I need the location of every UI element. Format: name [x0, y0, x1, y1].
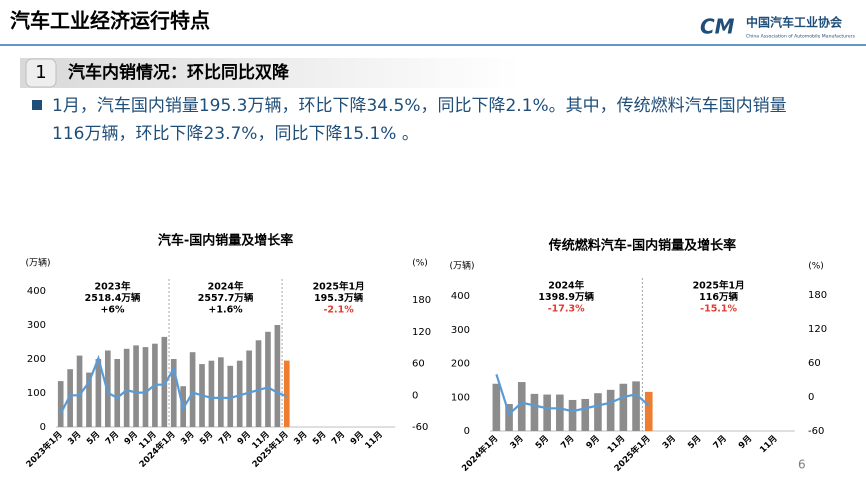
y-tick-label: 300	[451, 325, 470, 336]
section-badge	[25, 58, 57, 88]
y-tick-label: 300	[27, 320, 46, 331]
annotation: 2518.4万辆	[85, 292, 141, 304]
y2-tick-label: 180	[808, 290, 827, 301]
y2-tick-label: 60	[412, 359, 425, 370]
bar	[581, 398, 590, 431]
logo-mark: CM	[700, 15, 735, 39]
annotation: -15.1%	[700, 304, 737, 315]
bar	[246, 350, 252, 427]
bar	[594, 393, 602, 431]
annotation: 2024年	[548, 280, 584, 292]
bar	[644, 391, 653, 431]
y-tick-label: 0	[464, 426, 470, 437]
bar	[142, 347, 149, 427]
bar	[227, 365, 234, 427]
logo-cn: 中国汽车工业协会	[746, 15, 843, 30]
bar	[530, 393, 539, 431]
y2-tick-label: 120	[412, 327, 431, 338]
page-number: 6	[798, 458, 806, 472]
y2-tick-label: 120	[808, 324, 827, 335]
slide-title: 汽车工业经济运行特点	[10, 9, 210, 33]
y2-unit: (%)	[808, 262, 824, 272]
bar	[218, 357, 224, 427]
bar	[632, 381, 640, 431]
annotation: 2025年1月	[693, 280, 745, 292]
bar	[161, 336, 168, 427]
bar	[67, 369, 73, 427]
bar	[505, 404, 513, 431]
charts: 汽车-国内销量及增长率(万辆) (%)0100200300400-60060120…	[24, 233, 827, 474]
annotation: -2.1%	[323, 305, 354, 316]
bullet-text: 1月，汽车国内销量195.3万辆，环比下降34.5%，同比下降2.1%。其中，传…	[52, 96, 787, 116]
bar	[283, 360, 290, 427]
y2-tick-label: 180	[412, 295, 431, 306]
annotation: 195.3万辆	[314, 292, 364, 304]
section-heading: 汽车内销情况：环比同比双降	[68, 62, 290, 83]
y-tick-label: 0	[40, 422, 46, 433]
y2-tick-label: -60	[808, 426, 824, 437]
bar	[543, 394, 551, 431]
bar	[492, 383, 501, 431]
y2-tick-label: 60	[808, 358, 821, 369]
bullet-text: 116万辆，环比下降23.7%，同比下降15.1% 。	[52, 124, 419, 144]
annotation: 2025年1月	[313, 281, 365, 293]
bar	[86, 372, 92, 427]
bar	[95, 359, 102, 427]
bar	[189, 352, 196, 427]
y-tick-label: 200	[27, 354, 46, 365]
bar	[170, 359, 177, 427]
annotation: -17.3%	[548, 304, 585, 315]
chart-title: 汽车-国内销量及增长率	[158, 233, 293, 249]
annotation: 2024年	[208, 281, 244, 293]
section-number: 1	[35, 62, 46, 83]
bar	[57, 381, 64, 427]
y-tick-label: 400	[451, 291, 470, 302]
annotation: 116万辆	[699, 291, 738, 303]
bar	[568, 399, 577, 431]
bar	[606, 389, 615, 431]
y-tick-label: 100	[27, 388, 46, 399]
bar	[517, 382, 526, 431]
bullet-marker	[32, 100, 42, 110]
bar	[123, 348, 130, 427]
bar	[114, 359, 121, 427]
bar	[208, 360, 215, 427]
bar	[619, 383, 628, 431]
y-tick-label: 400	[27, 286, 46, 297]
y-tick-label: 100	[451, 392, 470, 403]
y2-tick-label: 0	[412, 390, 418, 401]
annotation: +1.6%	[208, 305, 243, 316]
bar	[236, 360, 243, 427]
annotation: +6%	[100, 305, 125, 316]
y2-tick-label: 0	[808, 392, 814, 403]
bar	[255, 340, 262, 427]
section-band	[20, 58, 520, 88]
y-unit: (万辆)	[25, 257, 50, 269]
y2-unit: (%)	[412, 259, 428, 269]
bar	[556, 394, 564, 431]
bar	[274, 325, 281, 427]
annotation: 2023年	[95, 281, 131, 293]
y-unit: (万辆)	[449, 260, 474, 272]
bar	[265, 331, 271, 427]
chart-title: 传统燃料汽车-国内销量及增长率	[548, 238, 736, 254]
bar	[76, 355, 83, 427]
annotation: 1398.9万辆	[538, 291, 594, 303]
line	[495, 373, 650, 416]
line	[59, 354, 288, 415]
y-tick-label: 200	[451, 359, 470, 370]
y2-tick-label: -60	[412, 422, 428, 433]
annotation: 2557.7万辆	[198, 292, 254, 304]
bar	[133, 345, 139, 427]
logo-en: China Association of Automobile Manufact…	[746, 34, 856, 40]
